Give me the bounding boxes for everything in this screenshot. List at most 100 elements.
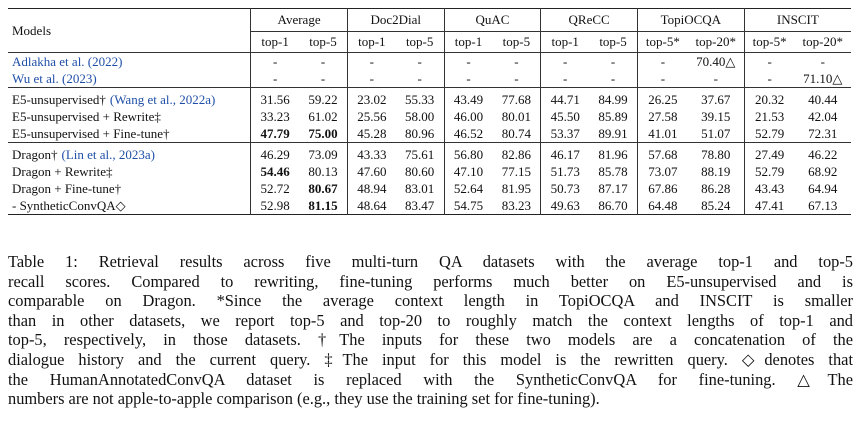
- score-cell: 50.73: [540, 180, 590, 197]
- score-cell: 85.78: [598, 163, 628, 179]
- table-row: Wu et al. (2023) - - - - - - - - - - -71.10△: [8, 70, 851, 88]
- table-row: Adlakha et al. (2022) - - - - - - - - -70.40△ - -: [8, 52, 851, 71]
- score-cell: 64.48: [636, 197, 688, 215]
- subheader-cell: top-5: [502, 34, 531, 49]
- results-body: Adlakha et al. (2022) - - - - - - - - -70.40△ - - Wu…: [8, 52, 851, 215]
- score-cell: 80.60: [405, 163, 435, 179]
- subheader-cell: top-20*: [802, 34, 843, 49]
- score-cell: -: [417, 53, 422, 69]
- score-cell: 67.86: [636, 180, 688, 197]
- score-cell: -: [743, 52, 795, 70]
- score-cell: 52.79: [743, 125, 795, 143]
- score-cell: 70.40△: [696, 53, 736, 69]
- model-name: Dragon + Fine-tune†: [12, 180, 122, 196]
- score-cell: 64.94: [808, 180, 838, 196]
- score-cell: -: [250, 70, 300, 88]
- score-cell: 81.95: [501, 180, 531, 196]
- score-cell: 51.73: [540, 163, 590, 180]
- score-cell: 61.02: [308, 108, 338, 124]
- score-cell: 47.41: [743, 197, 795, 215]
- score-cell: 83.47: [405, 197, 435, 213]
- group-average: Average: [250, 8, 348, 32]
- score-cell: 27.58: [636, 108, 688, 125]
- model-name-cell: Wu et al. (2023): [8, 70, 251, 88]
- model-name-cell: - SyntheticConvQA◇: [8, 197, 251, 215]
- score-cell: 56.80: [443, 142, 493, 163]
- caption-line: comparable on Dragon. *Since the average…: [8, 291, 853, 311]
- models-header: Models: [8, 8, 251, 53]
- table-row: E5-unsupervised† (Wang et al., 2022a) 31.5…: [8, 87, 851, 109]
- score-cell: 41.01: [636, 125, 688, 143]
- table-row: E5-unsupervised + Fine-tune† 47.79 75.00 45…: [8, 125, 851, 143]
- score-cell: 39.15: [701, 108, 731, 124]
- score-cell: 83.23: [501, 197, 531, 213]
- score-cell: 77.68: [501, 91, 531, 107]
- table-row: Dragon† (Lin et al., 2023a) 46.29 73.09 43.3…: [8, 142, 851, 164]
- subheader-cell: top-1: [443, 31, 493, 53]
- score-cell: -: [443, 70, 493, 88]
- score-cell: 47.79: [250, 125, 300, 143]
- table-row: Dragon + Fine-tune† 52.72 80.67 48.94 83.01 5…: [8, 180, 851, 197]
- score-cell: 75.00: [308, 125, 338, 141]
- score-cell: 80.74: [501, 125, 531, 141]
- caption-line: the HumanAnnotatedConvQA dataset is repl…: [8, 369, 853, 389]
- score-cell: 42.04: [808, 108, 838, 124]
- score-cell: -: [610, 70, 616, 86]
- score-cell: 21.53: [743, 108, 795, 125]
- score-cell: 47.10: [443, 163, 493, 180]
- model-citation[interactable]: (Wang et al., 2022a): [109, 91, 216, 107]
- score-cell: 54.46: [250, 163, 300, 180]
- subheader-cell: top-5: [599, 34, 627, 49]
- model-name-cell: E5-unsupervised + Rewrite‡: [8, 108, 251, 125]
- score-cell: 83.01: [405, 180, 435, 196]
- model-name-cell: Dragon + Rewrite‡: [8, 163, 251, 180]
- score-cell: -: [320, 53, 326, 69]
- score-cell: 43.49: [443, 87, 493, 108]
- score-cell: 73.07: [636, 163, 688, 180]
- model-name-cell: Adlakha et al. (2022): [8, 53, 251, 71]
- score-cell: 40.44: [808, 91, 838, 107]
- group-header-row: Models Average Doc2Dial QuAC QReCC TopiO…: [8, 8, 851, 53]
- subheader-cell: top-5*: [743, 31, 795, 53]
- score-cell: 52.79: [743, 163, 795, 180]
- model-name: Dragon†: [12, 146, 58, 162]
- group-topiocqa: TopiOCQA: [636, 8, 745, 32]
- score-cell: 59.22: [308, 91, 338, 107]
- results-table: Models Average Doc2Dial QuAC QReCC TopiO…: [8, 8, 851, 215]
- subheader-row: top-1 top-5 top-1 top-5 top-1 top-5 top-1 top-5…: [8, 31, 851, 53]
- score-cell: 89.91: [598, 125, 628, 141]
- score-cell: 77.15: [501, 163, 531, 179]
- score-cell: 31.56: [250, 87, 300, 108]
- score-cell: -: [346, 70, 396, 88]
- model-name-cell: Dragon† (Lin et al., 2023a): [8, 143, 251, 164]
- group-quac: QuAC: [443, 8, 541, 32]
- score-cell: -: [820, 53, 825, 69]
- table-row: Dragon + Rewrite‡ 54.46 80.13 47.60 80.60 47.…: [8, 163, 851, 180]
- score-cell: -: [743, 70, 795, 88]
- score-cell: 20.32: [743, 87, 795, 108]
- score-cell: 43.43: [743, 180, 795, 197]
- caption-line: Table 1: Retrieval results across five m…: [8, 252, 853, 271]
- caption-line: dialogue history and the current query. …: [8, 349, 853, 369]
- score-cell: 82.86: [501, 146, 531, 162]
- subheader-cell: top-1: [540, 31, 590, 53]
- score-cell: 52.72: [250, 180, 300, 197]
- score-cell: 33.23: [250, 108, 300, 125]
- score-cell: 51.07: [701, 125, 731, 141]
- table-row: E5-unsupervised + Rewrite‡ 33.23 61.02 25.5…: [8, 108, 851, 125]
- score-cell: 86.28: [701, 180, 731, 196]
- score-cell: 44.71: [540, 87, 590, 108]
- score-cell: 81.96: [598, 146, 628, 162]
- model-name: Dragon + Rewrite‡: [12, 163, 113, 179]
- subheader-cell: top-5: [405, 34, 434, 49]
- model-citation[interactable]: (Lin et al., 2023a): [61, 146, 156, 162]
- model-name-cell: E5-unsupervised† (Wang et al., 2022a): [8, 88, 251, 109]
- score-cell: 58.00: [405, 108, 435, 124]
- score-cell: 46.22: [808, 146, 838, 162]
- score-cell: 88.19: [701, 163, 731, 179]
- caption-line: top-5, respectively, in those datasets. …: [8, 330, 853, 350]
- score-cell: 54.75: [443, 197, 493, 215]
- score-cell: 46.29: [250, 142, 300, 163]
- score-cell: 85.24: [701, 197, 731, 213]
- score-cell: -: [636, 52, 688, 70]
